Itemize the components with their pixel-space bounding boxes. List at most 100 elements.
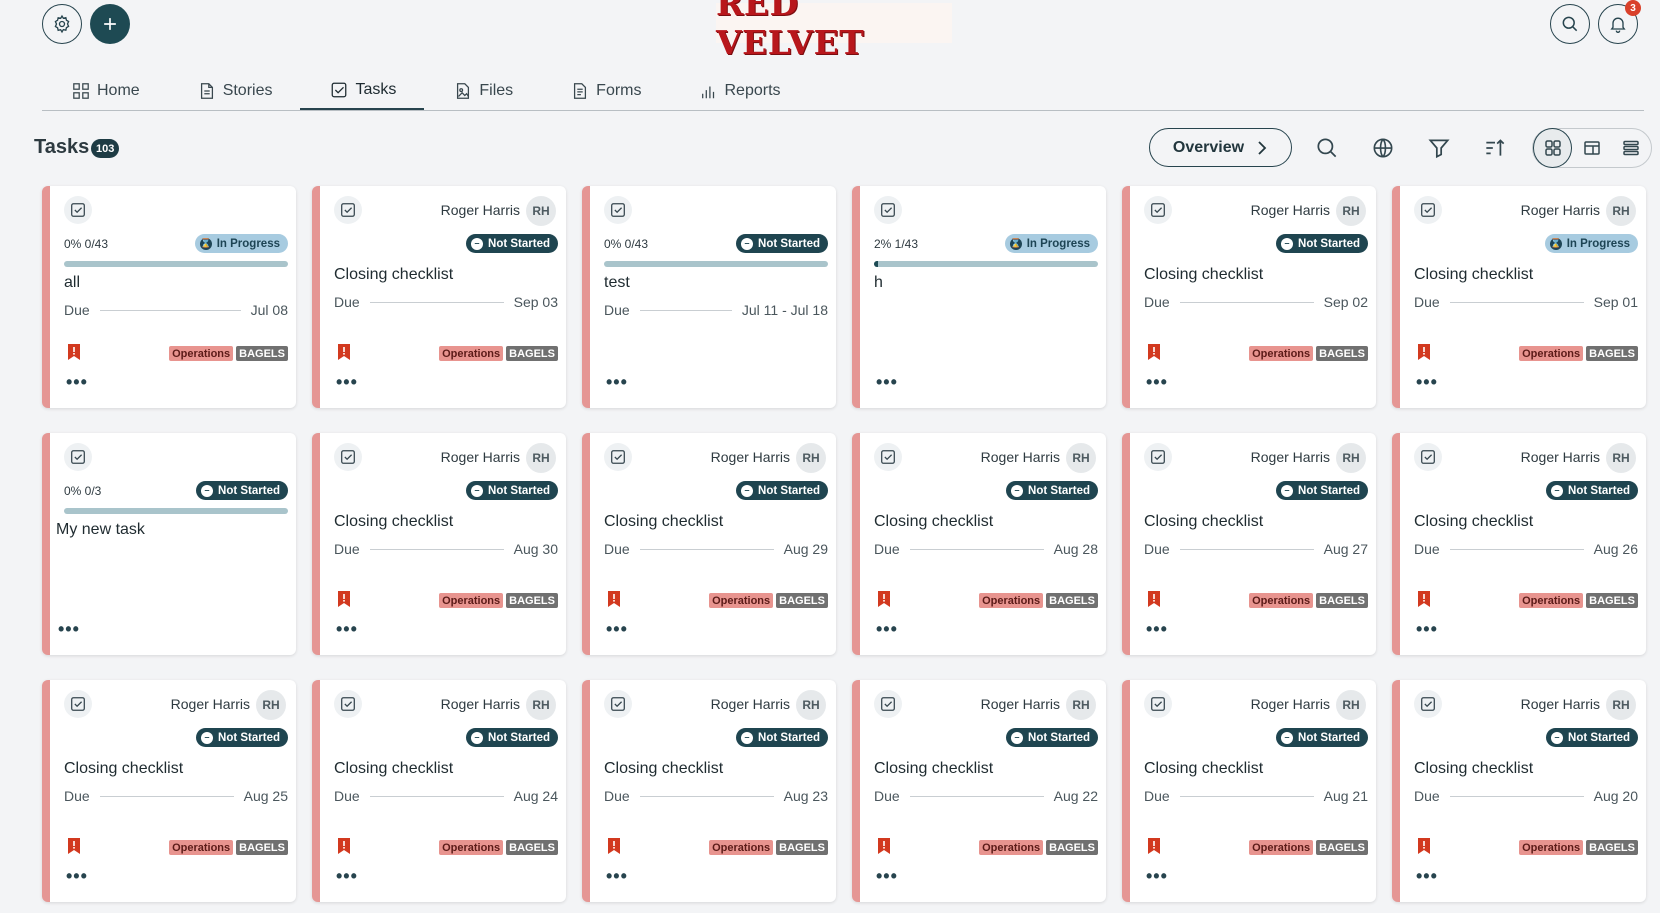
avatar[interactable]: RH [256,690,286,720]
task-card[interactable]: Roger Harris RH – Not Started Closing checkl… [1392,680,1646,902]
add-button[interactable] [90,4,130,44]
more-options-button[interactable]: ••• [876,372,898,392]
avatar[interactable]: RH [1606,196,1636,226]
tag[interactable]: BAGELS [506,593,558,608]
avatar[interactable]: RH [1336,443,1366,473]
avatar[interactable]: RH [1336,690,1366,720]
task-card[interactable]: Roger Harris RH – Not Started Closing checkl… [582,433,836,655]
more-options-button[interactable]: ••• [1416,372,1438,392]
sort-button[interactable] [1482,135,1508,161]
tab-stories[interactable]: Stories [168,72,301,110]
tag[interactable]: BAGELS [506,346,558,361]
language-button[interactable] [1370,135,1396,161]
tag[interactable]: Operations [1249,840,1314,855]
settings-button[interactable] [42,4,82,44]
tag[interactable]: Operations [709,840,774,855]
task-checkbox-icon[interactable] [1414,196,1442,224]
avatar[interactable]: RH [796,443,826,473]
tab-files[interactable]: Files [424,72,541,110]
filter-button[interactable] [1426,135,1452,161]
avatar[interactable]: RH [1336,196,1366,226]
more-options-button[interactable]: ••• [58,619,80,639]
more-options-button[interactable]: ••• [1146,866,1168,886]
task-checkbox-icon[interactable] [874,690,902,718]
tag[interactable]: BAGELS [1046,840,1098,855]
more-options-button[interactable]: ••• [1416,619,1438,639]
tag[interactable]: Operations [1249,346,1314,361]
tag[interactable]: BAGELS [1586,593,1638,608]
task-card[interactable]: Roger Harris RH – Not Started Closing checkl… [1122,433,1376,655]
tag[interactable]: Operations [1519,346,1584,361]
avatar[interactable]: RH [526,690,556,720]
tag[interactable]: BAGELS [1046,593,1098,608]
tag[interactable]: BAGELS [1316,840,1368,855]
more-options-button[interactable]: ••• [336,372,358,392]
tag[interactable]: BAGELS [236,840,288,855]
avatar[interactable]: RH [1606,690,1636,720]
task-checkbox-icon[interactable] [1414,443,1442,471]
tag[interactable]: BAGELS [1586,346,1638,361]
tag[interactable]: Operations [439,840,504,855]
tag[interactable]: Operations [1519,593,1584,608]
tag[interactable]: Operations [709,593,774,608]
task-checkbox-icon[interactable] [1414,690,1442,718]
task-card[interactable]: Roger Harris RH – Not Started Closing checkl… [312,680,566,902]
task-checkbox-icon[interactable] [604,443,632,471]
task-checkbox-icon[interactable] [334,690,362,718]
notifications-button[interactable]: 3 [1598,0,1641,44]
task-checkbox-icon[interactable] [64,443,92,471]
task-card[interactable]: ⌛ In Progress 2% 1/43 h ••• [852,186,1106,408]
tag[interactable]: Operations [169,840,234,855]
task-checkbox-icon[interactable] [874,443,902,471]
tag[interactable]: BAGELS [236,346,288,361]
task-card[interactable]: Roger Harris RH – Not Started Closing checkl… [1392,433,1646,655]
tag[interactable]: BAGELS [1586,840,1638,855]
task-checkbox-icon[interactable] [1144,443,1172,471]
search-tasks-button[interactable] [1314,135,1340,161]
task-checkbox-icon[interactable] [604,690,632,718]
task-card[interactable]: Roger Harris RH – Not Started Closing checkl… [582,680,836,902]
task-card[interactable]: Roger Harris RH – Not Started Closing checkl… [42,680,296,902]
tag[interactable]: Operations [439,346,504,361]
more-options-button[interactable]: ••• [336,619,358,639]
more-options-button[interactable]: ••• [606,372,628,392]
tag[interactable]: Operations [979,593,1044,608]
avatar[interactable]: RH [526,443,556,473]
tab-home[interactable]: Home [42,72,168,110]
tag[interactable]: BAGELS [1316,346,1368,361]
tab-tasks[interactable]: Tasks [300,72,425,110]
task-checkbox-icon[interactable] [334,443,362,471]
task-card[interactable]: Roger Harris RH – Not Started Closing checkl… [852,680,1106,902]
more-options-button[interactable]: ••• [336,866,358,886]
task-checkbox-icon[interactable] [334,196,362,224]
more-options-button[interactable]: ••• [606,866,628,886]
task-card[interactable]: Roger Harris RH – Not Started Closing checkl… [312,186,566,408]
tag[interactable]: Operations [1249,593,1314,608]
task-card[interactable]: Roger Harris RH – Not Started Closing checkl… [852,433,1106,655]
tab-reports[interactable]: Reports [670,72,809,110]
more-options-button[interactable]: ••• [1146,619,1168,639]
task-card[interactable]: Roger Harris RH ⌛ In Progress Closing checkl… [1392,186,1646,408]
grid-view-button[interactable] [1533,128,1573,168]
task-card[interactable]: Roger Harris RH – Not Started Closing checkl… [312,433,566,655]
task-checkbox-icon[interactable] [1144,196,1172,224]
tag[interactable]: BAGELS [506,840,558,855]
list-view-button[interactable] [1612,128,1651,168]
task-checkbox-icon[interactable] [1144,690,1172,718]
overview-button[interactable]: Overview [1149,128,1292,167]
task-checkbox-icon[interactable] [874,196,902,224]
more-options-button[interactable]: ••• [1146,372,1168,392]
tag[interactable]: BAGELS [776,593,828,608]
task-card[interactable]: Roger Harris RH – Not Started Closing checkl… [1122,680,1376,902]
avatar[interactable]: RH [796,690,826,720]
tag[interactable]: BAGELS [1316,593,1368,608]
task-checkbox-icon[interactable] [64,196,92,224]
avatar[interactable]: RH [1066,690,1096,720]
task-card[interactable]: Roger Harris RH – Not Started Closing checkl… [1122,186,1376,408]
tag[interactable]: Operations [439,593,504,608]
task-card[interactable]: – Not Started 0% 0/3 My new task ••• [42,433,296,655]
more-options-button[interactable]: ••• [1416,866,1438,886]
more-options-button[interactable]: ••• [66,866,88,886]
task-card[interactable]: – Not Started 0% 0/43 test Due Jul 11 - Jul 1… [582,186,836,408]
tag[interactable]: Operations [1519,840,1584,855]
